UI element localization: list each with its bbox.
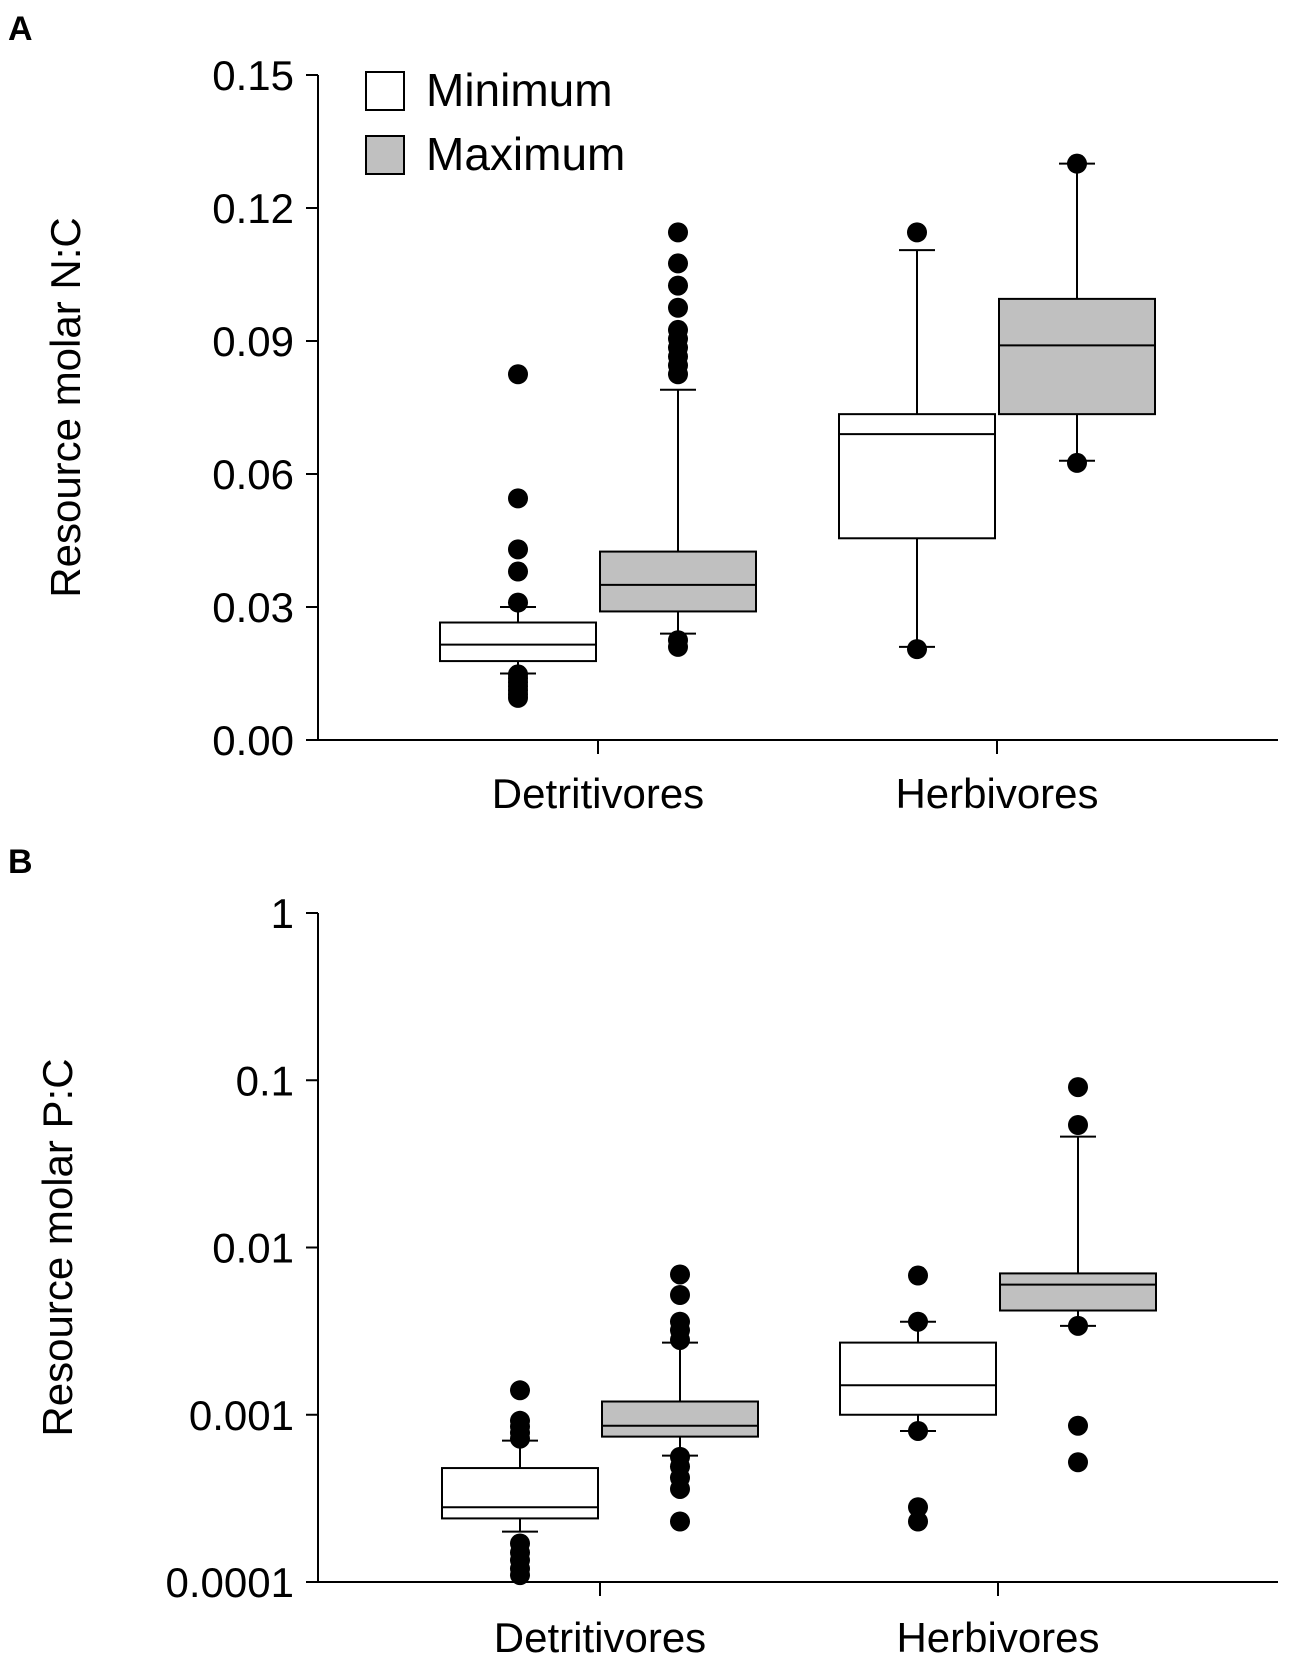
outlier-point <box>1068 1115 1088 1136</box>
y-tick-label: 1 <box>271 890 294 937</box>
y-tick-label: 0.0001 <box>166 1559 294 1606</box>
outlier-point <box>668 253 688 274</box>
y-tick-label: 0.1 <box>236 1057 294 1104</box>
outlier-point <box>907 222 927 243</box>
outlier-point <box>1067 452 1087 473</box>
outlier-point <box>908 1311 928 1332</box>
outlier-point <box>670 1264 690 1285</box>
outlier-point <box>1068 1077 1088 1098</box>
outlier-point <box>670 1511 690 1532</box>
outlier-point <box>510 1410 530 1431</box>
legend-swatch <box>365 135 405 175</box>
outlier-point <box>668 630 688 651</box>
box <box>441 1467 599 1520</box>
box <box>599 550 757 613</box>
chart-panel-A: A 0.00 0.03 0.06 0.09 0.12 0.15 Detritivores Her… <box>8 10 1278 817</box>
outlier-point <box>670 1311 690 1332</box>
legend-label: Minimum <box>426 64 613 116</box>
outlier-point <box>510 1533 530 1554</box>
outlier-point <box>508 364 528 385</box>
legend-label: Maximum <box>426 128 625 180</box>
outlier-point <box>508 592 528 613</box>
y-tick-label: 0.09 <box>212 318 294 365</box>
box <box>839 1341 997 1416</box>
outlier-point <box>668 275 688 296</box>
outlier-point <box>908 1511 928 1532</box>
box <box>999 1272 1157 1312</box>
box <box>439 621 597 663</box>
outlier-point <box>668 222 688 243</box>
box <box>601 1400 759 1438</box>
outlier-point <box>508 664 528 685</box>
y-tick-label: 0.03 <box>212 584 294 631</box>
outlier-point <box>1068 1452 1088 1473</box>
outlier-point <box>670 1284 690 1305</box>
series-maximum <box>599 153 1156 657</box>
panel-label: B <box>8 843 33 881</box>
y-tick-label: 0.12 <box>212 185 294 232</box>
legend-swatch <box>365 71 405 111</box>
outlier-point <box>908 1420 928 1441</box>
y-tick-label: 0.001 <box>189 1392 294 1439</box>
y-tick-label: 0.00 <box>212 717 294 764</box>
outlier-point <box>908 1497 928 1518</box>
series-minimum <box>439 222 996 708</box>
panel-label: A <box>8 10 33 48</box>
series-minimum <box>441 1265 997 1586</box>
y-axis-title: Resource molar N:C <box>42 217 89 597</box>
outlier-point <box>508 539 528 560</box>
y-tick-label: 0.01 <box>212 1225 294 1272</box>
x-tick-label: Herbivores <box>896 1614 1099 1661</box>
box <box>998 297 1156 416</box>
outlier-point <box>508 561 528 582</box>
outlier-point <box>907 639 927 660</box>
box <box>838 413 996 540</box>
x-tick-label: Detritivores <box>494 1614 706 1661</box>
outlier-point <box>668 319 688 340</box>
y-tick-label: 0.06 <box>212 451 294 498</box>
series-maximum <box>601 1077 1157 1532</box>
outlier-point <box>1068 1415 1088 1436</box>
outlier-point <box>908 1265 928 1286</box>
x-tick-label: Herbivores <box>895 770 1098 817</box>
outlier-point <box>1067 153 1087 174</box>
outlier-point <box>510 1380 530 1401</box>
outlier-point <box>1068 1315 1088 1336</box>
y-tick-label: 0.15 <box>212 52 294 99</box>
x-tick-label: Detritivores <box>492 770 704 817</box>
outlier-point <box>508 488 528 509</box>
legend: Minimum Maximum <box>365 64 625 180</box>
y-axis-title: Resource molar P:C <box>34 1058 81 1436</box>
outlier-point <box>668 297 688 318</box>
outlier-point <box>670 1446 690 1467</box>
chart-panel-B: B 0.0001 0.001 0.01 0.1 1 Detritivores Herbivor… <box>8 843 1278 1661</box>
